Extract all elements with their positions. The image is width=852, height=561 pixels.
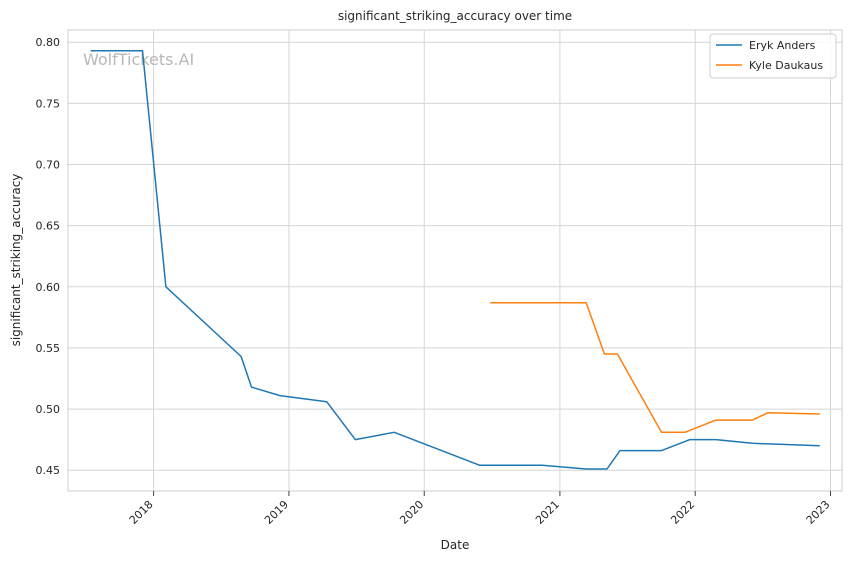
- grid: [68, 30, 842, 491]
- y-tick-label: 0.45: [36, 464, 61, 477]
- y-tick-label: 0.65: [36, 220, 61, 233]
- chart-title: significant_striking_accuracy over time: [338, 9, 572, 23]
- x-axis-label: Date: [441, 538, 470, 552]
- series-line-kyle-daukaus: [490, 301, 820, 434]
- legend-label-kyle-daukaus: Kyle Daukaus: [749, 59, 823, 72]
- plot-frame: [67, 29, 843, 492]
- y-tick-label: 0.60: [36, 281, 61, 294]
- x-tick-label: 2022: [668, 498, 697, 527]
- tick-labels: 0.45 0.50 0.55 0.60 0.65 0.70 0.75 0.80 2018 2019…: [36, 36, 833, 527]
- series-layer: [90, 50, 820, 470]
- x-tick-label: 2019: [262, 498, 291, 527]
- y-tick-label: 0.70: [36, 159, 61, 172]
- y-tick-label: 0.50: [36, 403, 61, 416]
- x-tick-label: 2023: [804, 498, 833, 527]
- series-line-eryk-anders: [90, 50, 820, 470]
- x-tick-label: 2018: [127, 498, 156, 527]
- x-tick-label: 2021: [533, 498, 562, 527]
- x-tick-label: 2020: [397, 498, 426, 527]
- legend-label-eryk-anders: Eryk Anders: [749, 39, 816, 52]
- y-tick-label: 0.80: [36, 36, 61, 49]
- y-axis-label: significant_striking_accuracy: [9, 174, 23, 347]
- legend: Eryk Anders Kyle Daukaus: [709, 33, 837, 79]
- y-tick-label: 0.75: [36, 97, 61, 110]
- y-tick-label: 0.55: [36, 342, 61, 355]
- watermark: WolfTickets.AI: [83, 50, 194, 69]
